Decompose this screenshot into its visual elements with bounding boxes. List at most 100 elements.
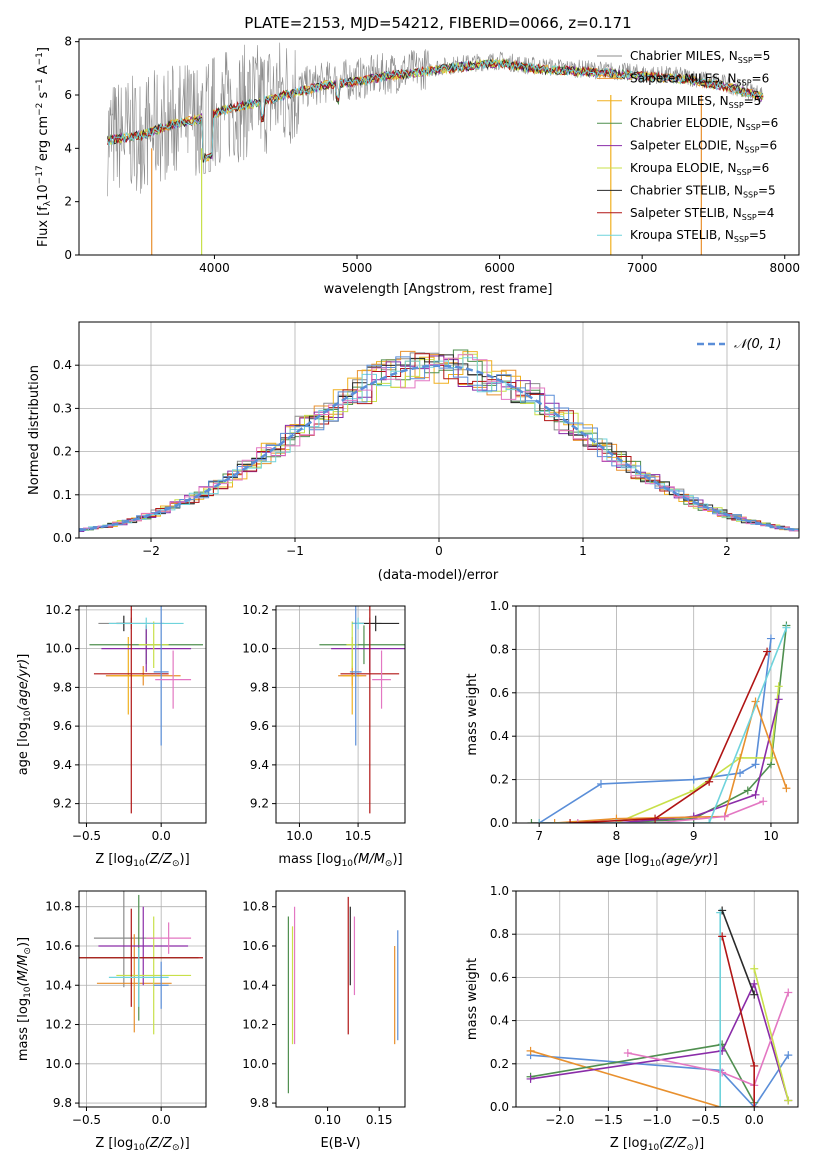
weight-marker xyxy=(759,797,768,806)
weight-marker xyxy=(763,647,772,656)
y-tick-label: 10.0 xyxy=(242,1057,269,1071)
data-layer xyxy=(79,891,204,1035)
x-tick-label: −0.5 xyxy=(72,1113,101,1127)
x-tick-label: 0.15 xyxy=(366,1113,393,1127)
residual-panel: −2 −1 0 1 2 0.0 0.1 0.2 0.3 0.4 𝒩(0, 1) (data-mod… xyxy=(27,321,800,583)
spectrum-ylabel: Flux [fλ10−17 erg cm−2 s−1 A−1] xyxy=(35,47,53,247)
weight-line xyxy=(538,638,772,823)
y-tick-label: 9.8 xyxy=(250,1096,269,1110)
weight-line xyxy=(530,981,790,1101)
weight-marker xyxy=(720,812,729,821)
y-tick-label: 9.4 xyxy=(250,758,269,772)
x-tick-label: 10.0 xyxy=(286,829,313,843)
x-tick-label: 5000 xyxy=(342,261,373,275)
weight-line xyxy=(539,627,788,823)
x-tick-label: 10 xyxy=(763,829,778,843)
x-axis-label: Z [log10(Z/Z⊙)] xyxy=(610,1136,704,1153)
residual-ylabel: Normed distribution xyxy=(27,365,42,495)
weight-line xyxy=(570,651,768,823)
y-tick-label: 10.6 xyxy=(242,939,269,953)
weight-marker xyxy=(782,623,791,632)
weight-marker xyxy=(766,753,775,762)
x-tick-label: −0.5 xyxy=(691,1113,720,1127)
x-axis-label: Z [log10(Z/Z⊙)] xyxy=(95,1136,189,1153)
y-tick-label: 9.2 xyxy=(53,797,72,811)
panel-frame xyxy=(78,605,207,824)
weight-line xyxy=(539,686,780,823)
x-axis-label: age [log10(age/yr)] xyxy=(596,852,718,869)
weight-marker xyxy=(784,988,793,997)
y-tick-label: 10.0 xyxy=(45,1057,72,1071)
y-tick-label: 0.0 xyxy=(490,816,509,830)
y-tick-label: 10.4 xyxy=(45,978,72,992)
y-axis-label: mass weight xyxy=(465,958,480,1040)
spectrum-legend: Chabrier MILES, NSSP=5 Salpeter MILES, NS… xyxy=(597,49,778,244)
y-tick-label: 9.4 xyxy=(53,758,72,772)
weight-line xyxy=(753,968,790,1101)
x-tick-label: 1 xyxy=(579,544,587,558)
y-axis-label: mass weight xyxy=(465,673,480,755)
y-tick-label: 10.0 xyxy=(45,642,72,656)
weight-marker xyxy=(623,1049,632,1057)
weight-marker xyxy=(716,1103,725,1107)
x-tick-label: −1 xyxy=(286,544,304,558)
mass-vs-Z-panel: −0.5 0.0 9.8 10.0 10.2 10.4 10.6 10.8 Z [log10(Z… xyxy=(16,890,207,1153)
legend-label: Salpeter STELIB, NSSP=4 xyxy=(630,206,774,222)
legend-label: Chabrier STELIB, NSSP=5 xyxy=(630,183,776,199)
y-tick-label: 10.0 xyxy=(242,642,269,656)
y-tick-label: 0.2 xyxy=(490,1057,509,1071)
y-tick-label: 2 xyxy=(64,195,72,209)
spectrum-frame xyxy=(78,38,800,256)
normal-legend-label: 𝒩(0, 1) xyxy=(734,337,781,352)
spectrum-xlabel: wavelength [Angstrom, rest frame] xyxy=(324,282,553,297)
weight-marker xyxy=(718,932,727,941)
y-tick-label: 10.2 xyxy=(242,1018,269,1032)
y-tick-label: 0.6 xyxy=(490,686,509,700)
y-tick-label: 0.0 xyxy=(490,1100,509,1114)
x-tick-label: 8 xyxy=(613,829,621,843)
x-tick-label: 0 xyxy=(435,544,443,558)
x-axis-label: mass [log10(M/M⊙)] xyxy=(278,852,402,869)
legend-label: Chabrier ELODIE, NSSP=6 xyxy=(630,116,778,132)
y-tick-label: 0.8 xyxy=(490,642,509,656)
x-tick-label: −0.5 xyxy=(72,829,101,843)
weight-marker xyxy=(743,786,752,795)
weight-marker xyxy=(550,819,559,823)
weight-marker xyxy=(651,814,660,823)
y-tick-label: 10.2 xyxy=(45,603,72,617)
weight-marker xyxy=(750,1103,759,1107)
y-tick-label: 1.0 xyxy=(490,884,509,898)
weight-marker xyxy=(526,1046,535,1055)
y-tick-label: 10.6 xyxy=(45,939,72,953)
panel-frame xyxy=(275,890,406,1108)
weight-line xyxy=(719,912,755,1107)
y-tick-label: 0.4 xyxy=(53,358,72,372)
legend-label: Kroupa MILES, NSSP=5 xyxy=(630,94,761,110)
weight-marker xyxy=(750,1061,759,1070)
legend-label: Kroupa ELODIE, NSSP=6 xyxy=(630,161,769,177)
spectrum-title: PLATE=2153, MJD=54212, FIBERID=0066, z=0… xyxy=(244,14,631,32)
massweight-vs-age-panel: 7 8 9 10 0.0 0.2 0.4 0.6 0.8 1.0 age [log10(age/yr… xyxy=(465,599,799,869)
panel-frame xyxy=(275,605,406,824)
weight-line xyxy=(721,910,755,995)
y-tick-label: 9.6 xyxy=(250,719,269,733)
massweight-vs-Z-panel: −2.0 −1.5 −1.0 −0.5 0.0 0.0 0.2 0.4 0.6 0.8 1.0 Z [… xyxy=(465,884,799,1153)
weight-marker xyxy=(750,979,759,988)
panel-frame xyxy=(78,890,207,1108)
weight-line xyxy=(627,992,790,1087)
y-tick-label: 1.0 xyxy=(490,599,509,613)
x-axis-label: E(B-V) xyxy=(320,1136,360,1151)
weight-line xyxy=(530,1054,789,1107)
weight-marker xyxy=(774,682,783,691)
legend-label: Kroupa STELIB, NSSP=5 xyxy=(630,228,767,244)
y-axis-label: age [log10(age/yr)] xyxy=(16,654,33,776)
y-tick-label: 0.4 xyxy=(490,1014,509,1028)
data-layer xyxy=(287,896,399,1094)
y-tick-label: 10.8 xyxy=(242,900,269,914)
histogram-series xyxy=(79,351,799,532)
weight-marker xyxy=(766,634,775,643)
weight-marker xyxy=(718,906,727,915)
y-tick-label: 0.6 xyxy=(490,970,509,984)
y-tick-label: 9.2 xyxy=(250,797,269,811)
legend-label: Salpeter MILES, NSSP=6 xyxy=(630,71,769,87)
